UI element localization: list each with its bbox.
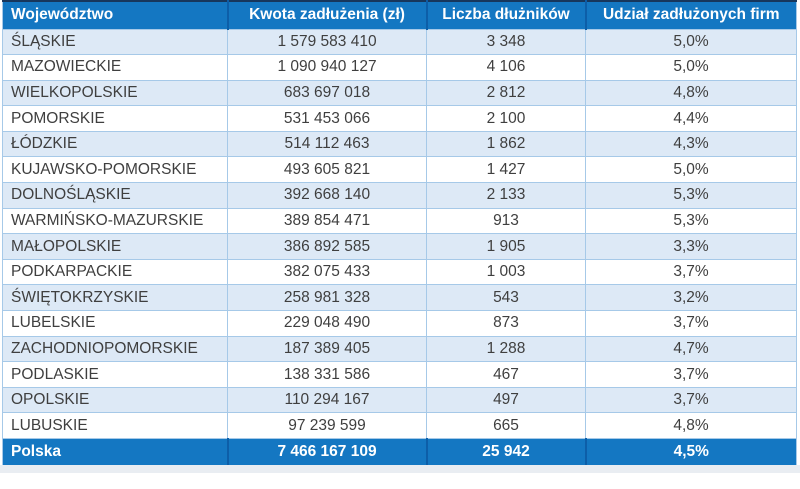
cell-liczba-dluznikow: 497: [426, 386, 586, 413]
cell-kwota-zadluzenia: 514 112 463: [227, 130, 427, 157]
cell-liczba-dluznikow: 1 427: [426, 156, 586, 183]
cell-kwota-zadluzenia: 386 892 585: [227, 233, 427, 260]
cell-wojewodztwo: PODKARPACKIE: [2, 258, 228, 285]
cell-wojewodztwo: ŁÓDZKIE: [2, 130, 228, 157]
cell-wojewodztwo: POMORSKIE: [2, 105, 228, 132]
cell-udzial-zadluzonych-firm: 5,3%: [585, 182, 797, 209]
cell-kwota-zadluzenia: 1 090 940 127: [227, 54, 427, 81]
cell-liczba-dluznikow: 1 905: [426, 233, 586, 260]
table-row: OPOLSKIE 110 294 167 497 3,7%: [2, 386, 797, 413]
cell-liczba-dluznikow: 913: [426, 207, 586, 234]
cell-udzial-zadluzonych-firm: 5,3%: [585, 207, 797, 234]
table-row: ZACHODNIOPOMORSKIE 187 389 405 1 288 4,7%: [2, 335, 797, 362]
table-row: LUBUSKIE 97 239 599 665 4,8%: [2, 412, 797, 439]
total-kwota: 7 466 167 109: [226, 438, 427, 465]
table-row: WARMIŃSKO-MAZURSKIE 389 854 471 913 5,3%: [2, 207, 797, 234]
cell-wojewodztwo: WARMIŃSKO-MAZURSKIE: [2, 207, 228, 234]
cell-liczba-dluznikow: 2 812: [426, 79, 586, 106]
cell-liczba-dluznikow: 1 288: [426, 335, 586, 362]
table-body: ŚLĄSKIE 1 579 583 410 3 348 5,0% MAZOWIECKIE…: [2, 28, 797, 439]
table-row: ŚLĄSKIE 1 579 583 410 3 348 5,0%: [2, 28, 797, 55]
cell-kwota-zadluzenia: 138 331 586: [227, 361, 427, 388]
total-liczba: 25 942: [425, 438, 586, 465]
cell-liczba-dluznikow: 2 100: [426, 105, 586, 132]
cell-kwota-zadluzenia: 1 579 583 410: [227, 28, 427, 55]
cell-wojewodztwo: OPOLSKIE: [2, 386, 228, 413]
cell-wojewodztwo: WIELKOPOLSKIE: [2, 79, 228, 106]
cell-liczba-dluznikow: 1 862: [426, 130, 586, 157]
cell-wojewodztwo: MAZOWIECKIE: [2, 54, 228, 81]
header-row: Województwo Kwota zadłużenia (zł) Liczba…: [2, 1, 797, 29]
table-row: PODKARPACKIE 382 075 433 1 003 3,7%: [2, 258, 797, 285]
cell-udzial-zadluzonych-firm: 3,7%: [585, 361, 797, 388]
cell-udzial-zadluzonych-firm: 5,0%: [585, 54, 797, 81]
table-row: PODLASKIE 138 331 586 467 3,7%: [2, 361, 797, 388]
cell-wojewodztwo: KUJAWSKO-POMORSKIE: [2, 156, 228, 183]
cell-udzial-zadluzonych-firm: 4,8%: [585, 79, 797, 106]
table-row: LUBELSKIE 229 048 490 873 3,7%: [2, 310, 797, 337]
col-header-udzial-zadluzonych-firm: Udział zadłużonych firm: [584, 1, 797, 29]
cell-kwota-zadluzenia: 389 854 471: [227, 207, 427, 234]
bottom-strip: [0, 464, 800, 473]
cell-kwota-zadluzenia: 493 605 821: [227, 156, 427, 183]
cell-udzial-zadluzonych-firm: 3,2%: [585, 284, 797, 311]
cell-kwota-zadluzenia: 187 389 405: [227, 335, 427, 362]
cell-udzial-zadluzonych-firm: 3,3%: [585, 233, 797, 260]
cell-wojewodztwo: LUBUSKIE: [2, 412, 228, 439]
cell-liczba-dluznikow: 3 348: [426, 28, 586, 55]
total-udzial: 4,5%: [584, 438, 797, 465]
cell-udzial-zadluzonych-firm: 4,7%: [585, 335, 797, 362]
cell-wojewodztwo: MAŁOPOLSKIE: [2, 233, 228, 260]
cell-udzial-zadluzonych-firm: 3,7%: [585, 386, 797, 413]
cell-kwota-zadluzenia: 110 294 167: [227, 386, 427, 413]
cell-kwota-zadluzenia: 258 981 328: [227, 284, 427, 311]
cell-liczba-dluznikow: 665: [426, 412, 586, 439]
cell-kwota-zadluzenia: 229 048 490: [227, 310, 427, 337]
cell-liczba-dluznikow: 1 003: [426, 258, 586, 285]
table-row: ŚWIĘTOKRZYSKIE 258 981 328 543 3,2%: [2, 284, 797, 311]
table-row: MAZOWIECKIE 1 090 940 127 4 106 5,0%: [2, 54, 797, 81]
table-row: POMORSKIE 531 453 066 2 100 4,4%: [2, 105, 797, 132]
cell-udzial-zadluzonych-firm: 5,0%: [585, 156, 797, 183]
table-row: DOLNOŚLĄSKIE 392 668 140 2 133 5,3%: [2, 182, 797, 209]
col-header-liczba-dluznikow: Liczba dłużników: [425, 1, 586, 29]
cell-kwota-zadluzenia: 531 453 066: [227, 105, 427, 132]
cell-liczba-dluznikow: 2 133: [426, 182, 586, 209]
cell-liczba-dluznikow: 4 106: [426, 54, 586, 81]
cell-wojewodztwo: PODLASKIE: [2, 361, 228, 388]
cell-wojewodztwo: LUBELSKIE: [2, 310, 228, 337]
col-header-kwota-zadluzenia: Kwota zadłużenia (zł): [226, 1, 427, 29]
total-row: Polska 7 466 167 109 25 942 4,5%: [2, 438, 797, 465]
cell-udzial-zadluzonych-firm: 4,3%: [585, 130, 797, 157]
cell-kwota-zadluzenia: 97 239 599: [227, 412, 427, 439]
table-row: MAŁOPOLSKIE 386 892 585 1 905 3,3%: [2, 233, 797, 260]
cell-kwota-zadluzenia: 382 075 433: [227, 258, 427, 285]
cell-wojewodztwo: ZACHODNIOPOMORSKIE: [2, 335, 228, 362]
cell-udzial-zadluzonych-firm: 4,8%: [585, 412, 797, 439]
cell-wojewodztwo: ŚWIĘTOKRZYSKIE: [2, 284, 228, 311]
cell-udzial-zadluzonych-firm: 3,7%: [585, 258, 797, 285]
cell-kwota-zadluzenia: 392 668 140: [227, 182, 427, 209]
cell-liczba-dluznikow: 543: [426, 284, 586, 311]
total-label: Polska: [2, 438, 228, 465]
cell-wojewodztwo: ŚLĄSKIE: [2, 28, 228, 55]
cell-udzial-zadluzonych-firm: 5,0%: [585, 28, 797, 55]
cell-udzial-zadluzonych-firm: 3,7%: [585, 310, 797, 337]
debt-by-voivodeship-table: Województwo Kwota zadłużenia (zł) Liczba…: [2, 0, 797, 465]
table-row: ŁÓDZKIE 514 112 463 1 862 4,3%: [2, 130, 797, 157]
cell-udzial-zadluzonych-firm: 4,4%: [585, 105, 797, 132]
cell-wojewodztwo: DOLNOŚLĄSKIE: [2, 182, 228, 209]
table-row: WIELKOPOLSKIE 683 697 018 2 812 4,8%: [2, 79, 797, 106]
cell-liczba-dluznikow: 873: [426, 310, 586, 337]
cell-kwota-zadluzenia: 683 697 018: [227, 79, 427, 106]
cell-liczba-dluznikow: 467: [426, 361, 586, 388]
table-row: KUJAWSKO-POMORSKIE 493 605 821 1 427 5,0%: [2, 156, 797, 183]
col-header-wojewodztwo: Województwo: [2, 1, 228, 29]
